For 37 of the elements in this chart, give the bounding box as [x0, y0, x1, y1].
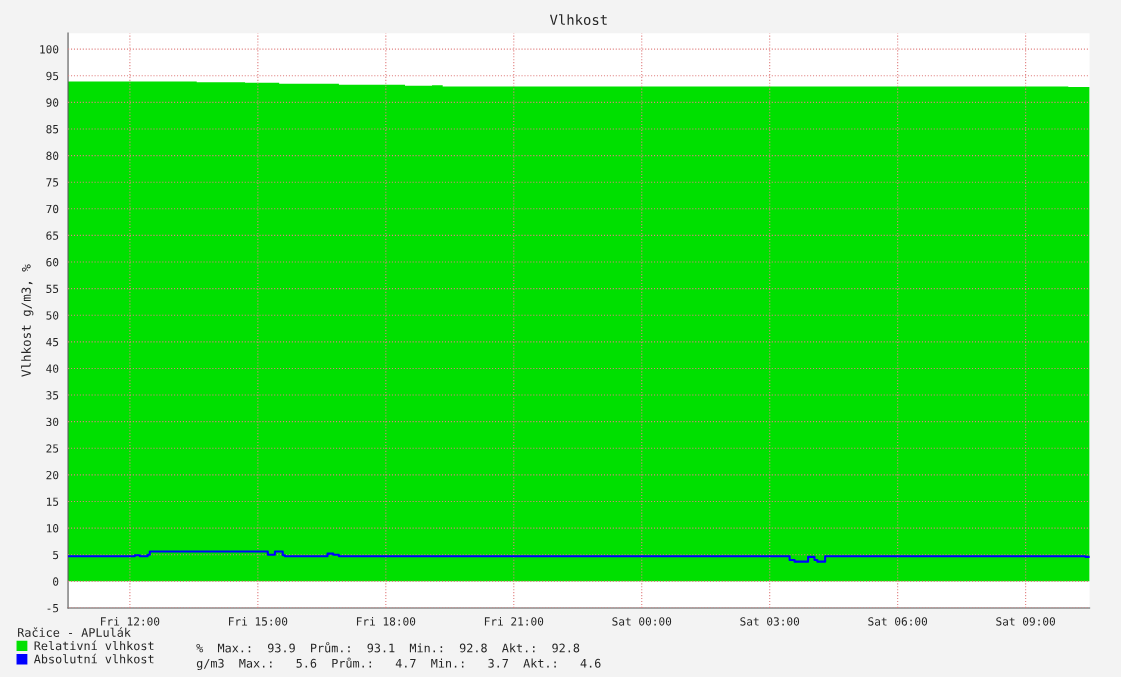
chart-title: Vlhkost	[549, 14, 607, 26]
y-tick-label: 15	[46, 497, 59, 506]
y-tick-label: 50	[46, 311, 59, 320]
x-tick-label: Sat 06:00	[868, 617, 928, 626]
legend-title: Račice - APLulák	[18, 627, 131, 637]
y-tick-label: 100	[40, 45, 59, 54]
legend-label: Absolutní vlhkost	[33, 653, 154, 664]
y-tick-label: 80	[46, 151, 59, 160]
y-tick-label: 70	[46, 204, 59, 214]
text: g/m3 Max.: 5.6 Prům.: 4.7 Min.: 3.7 Akt.: 4.6	[196, 657, 601, 671]
x-tick-label: Fri 21:00	[484, 617, 544, 626]
x-tick-label: Fri 18:00	[356, 617, 416, 626]
y-tick-label: 40	[46, 364, 59, 373]
y-tick-label: 5	[53, 550, 59, 560]
x-tick-label: Sat 09:00	[996, 617, 1056, 626]
y-tick-label: 95	[46, 71, 59, 81]
y-tick-label: 30	[46, 417, 59, 427]
y-tick-label: -5	[47, 604, 59, 613]
y-tick-label: 85	[46, 124, 59, 134]
y-tick-label: 20	[46, 470, 59, 480]
x-tick-label: Fri 15:00	[229, 617, 288, 626]
y-tick-label: 75	[46, 178, 59, 187]
y-tick-label: 60	[46, 258, 59, 267]
y-tick-label: 65	[46, 231, 59, 240]
y-tick-label: 90	[46, 98, 59, 107]
y-tick-label: 10	[46, 524, 59, 533]
text: % Max.: 93.9 Prům.: 93.1 Min.: 92.8 Akt.: 92.8	[196, 642, 580, 653]
x-tick-label: Sat 03:00	[740, 617, 800, 626]
y-tick-label: 45	[46, 338, 59, 347]
legend-label: Relativní vlhkost	[34, 640, 154, 651]
x-tick-label: Fri 12:00	[101, 617, 160, 626]
y-tick-label: 35	[46, 391, 59, 400]
y-tick-label: 55	[46, 284, 59, 294]
y-axis-title: Vlhkost g/m3, %	[21, 264, 34, 377]
y-tick-label: 0	[53, 577, 59, 586]
y-tick-label: 25	[46, 444, 59, 453]
x-tick-label: Sat 00:00	[612, 617, 672, 626]
